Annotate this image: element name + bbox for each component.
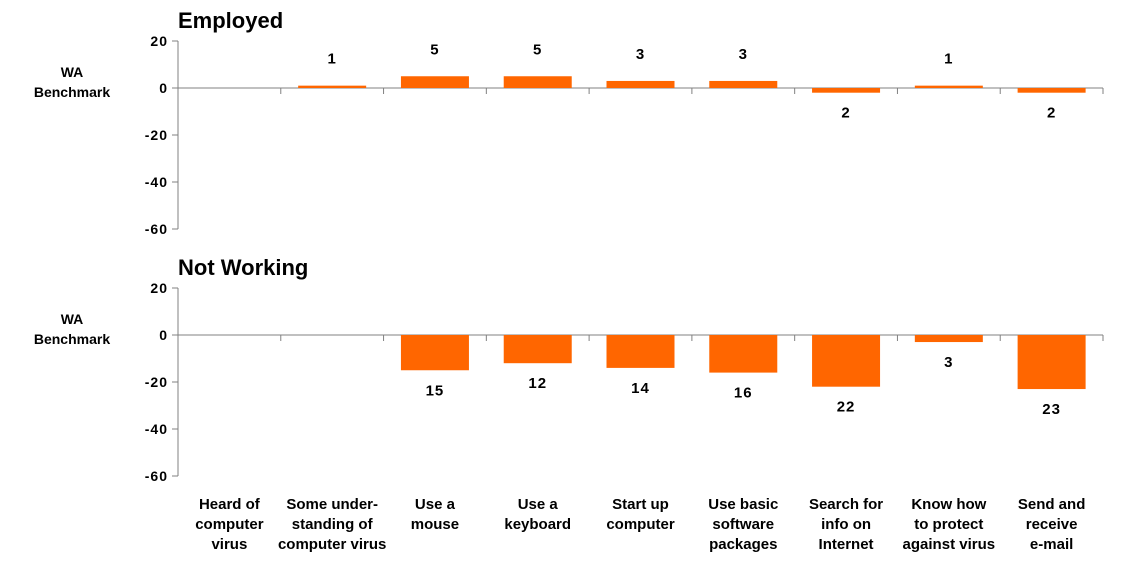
data-label: 3 [636, 46, 645, 63]
x-category-label: Use a [415, 496, 456, 513]
x-category-label: virus [211, 536, 247, 553]
bar [606, 80, 675, 88]
data-label: 22 [837, 399, 856, 416]
x-category-label: against virus [903, 536, 996, 553]
bar [298, 85, 367, 88]
bar [812, 335, 881, 387]
data-label: 14 [631, 380, 650, 397]
bar [709, 335, 778, 373]
y-axis-label: Benchmark [34, 331, 110, 347]
x-category-label: to protect [914, 516, 983, 533]
x-category-label: Internet [819, 536, 874, 553]
x-category-label: info on [821, 516, 871, 533]
bar [503, 76, 572, 88]
x-category-label: Heard of [199, 496, 261, 513]
chart-title: Employed [178, 8, 283, 33]
y-tick-label: -20 [145, 374, 168, 390]
data-label: 2 [1047, 105, 1056, 122]
bar [1017, 335, 1086, 390]
y-tick-label: -60 [145, 468, 168, 484]
x-category-label: Some under- [286, 496, 378, 513]
x-category-label: keyboard [504, 516, 571, 533]
x-category-label: standing of [292, 516, 374, 533]
bar [606, 335, 675, 368]
x-category-label: Use a [518, 496, 559, 513]
bar [914, 335, 983, 343]
y-tick-label: 20 [150, 280, 168, 296]
data-label: 1 [327, 51, 336, 68]
x-category-label: computer [606, 516, 675, 533]
y-axis-label: WA [61, 311, 84, 327]
data-label: 3 [739, 46, 748, 63]
bar [914, 85, 983, 88]
x-category-label: computer [195, 516, 264, 533]
y-tick-label: -20 [145, 127, 168, 143]
y-axis-label: Benchmark [34, 84, 110, 100]
data-label: 5 [430, 41, 439, 58]
data-label: 2 [841, 105, 850, 122]
x-category-label: Use basic [708, 496, 778, 513]
x-category-label: Know how [911, 496, 986, 513]
data-label: 15 [426, 382, 445, 399]
x-category-label: software [712, 516, 774, 533]
bar [1017, 88, 1086, 93]
x-category-label: computer virus [278, 536, 386, 553]
x-category-label: e-mail [1030, 536, 1073, 553]
y-tick-label: 20 [150, 33, 168, 49]
data-label: 3 [944, 354, 953, 371]
y-axis-label: WA [61, 64, 84, 80]
y-tick-label: -40 [145, 174, 168, 190]
y-tick-label: 0 [159, 80, 168, 96]
data-label: 23 [1042, 401, 1061, 418]
x-category-label: Send and [1018, 496, 1086, 513]
y-tick-label: -40 [145, 421, 168, 437]
x-category-label: packages [709, 536, 777, 553]
x-category-label: Search for [809, 496, 883, 513]
chart-title: Not Working [178, 255, 308, 280]
x-category-label: mouse [411, 516, 459, 533]
data-label: 12 [528, 375, 547, 392]
data-label: 16 [734, 385, 753, 402]
y-tick-label: -60 [145, 221, 168, 237]
bar [812, 88, 881, 93]
data-label: 1 [944, 51, 953, 68]
x-category-label: receive [1026, 516, 1078, 533]
bar [400, 76, 469, 88]
x-category-label: Start up [612, 496, 669, 513]
bar [400, 335, 469, 371]
bar [503, 335, 572, 364]
bar [709, 80, 778, 88]
y-tick-label: 0 [159, 327, 168, 343]
data-label: 5 [533, 41, 542, 58]
